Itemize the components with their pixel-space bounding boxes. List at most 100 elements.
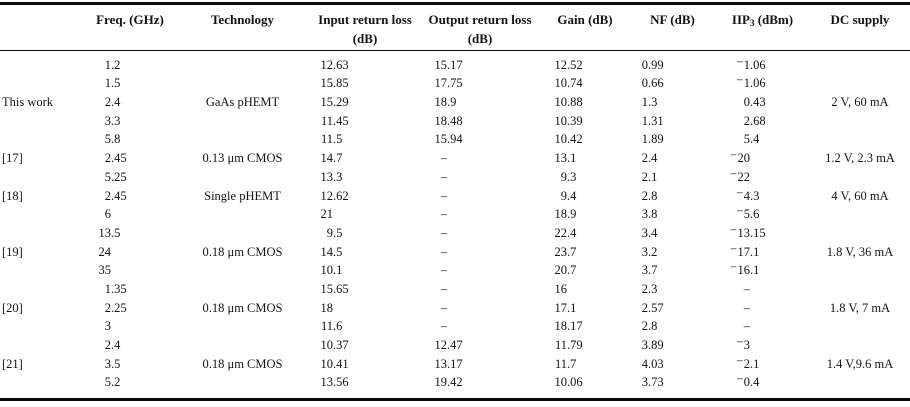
cell-gain: 18.17 [554,319,583,334]
cell-nf: 2.3 [641,281,658,296]
cell-iip3: −16.1 [729,260,760,278]
column-header-dc: DC supply [830,12,890,27]
cell-nf: 2.57 [641,300,664,315]
column-header-iip3: IIP3 (dBm) [731,12,794,28]
cell-orl: – [440,207,447,222]
cell-orl: 18.48 [434,113,463,128]
cell-nf: 2.4 [641,151,658,166]
column-header-tech: Technology [210,12,275,27]
cell-label: This work [2,95,54,110]
cell-gain: 23.7 [554,244,577,259]
minus-sign: − [736,185,744,200]
cell-irl: 13.56 [320,375,349,390]
cell-orl: 13.17 [434,356,463,371]
table-row: 3.3 11.45 18.48 10.39 1.31 2.68 [0,112,910,131]
cell-irl: 14.7 [320,151,343,166]
cell-gain: 10.88 [554,95,583,110]
cell-freq: 24 [98,244,112,259]
column-header-irl: Input return loss (dB) [318,12,412,46]
cell-nf: 4.03 [641,356,664,371]
cell-freq: 2.25 [104,300,127,315]
cell-gain: 10.42 [554,132,583,147]
table-row: 13.5 9.5 – 22.4 3.4 −13.15 [0,222,910,243]
cell-gain: 9.3 [560,169,577,184]
minus-sign: − [729,260,737,275]
table-row: 5.25 13.3 – 9.3 2.1 −22 [0,166,910,187]
cell-tech [175,205,310,224]
cell-orl: 19.42 [434,375,463,390]
table-header-row: Freq. (GHz) Technology Input return loss (… [0,5,910,51]
cell-freq: 5.8 [104,132,121,147]
cell-freq: 3.3 [104,113,121,128]
minus-sign: − [736,73,744,88]
cell-tech [175,56,310,75]
cell-iip3: −20 [729,148,750,166]
table-row: 1.5 15.85 17.75 10.74 0.66 −1.06 [0,73,910,93]
cell-nf: 3.8 [641,207,658,222]
cell-gain: 10.06 [554,375,583,390]
cell-irl: 15.29 [320,95,349,110]
cell-dc [810,280,910,299]
cell-gain: 11.7 [554,356,577,371]
column-header-freq: Freq. (GHz) [96,12,164,27]
cell-gain: 16 [554,281,568,296]
cell-irl: 18 [320,300,334,315]
cell-dc [810,112,910,131]
cell-nf: 0.66 [641,76,664,91]
cell-freq: 1.2 [104,57,121,72]
cell-freq: 5.25 [104,169,127,184]
cell-irl: 11.5 [320,132,343,147]
cell-orl: 12.47 [434,338,463,352]
table-row: 35 10.1 – 20.7 3.7 −16.1 [0,260,910,280]
cell-orl: – [440,300,447,315]
cell-tech [175,261,310,280]
cell-orl: 18.9 [434,95,457,110]
cell-iip3: −5.6 [736,204,760,222]
cell-gain: 12.52 [554,57,583,72]
cell-irl: 11.6 [320,319,343,334]
cell-gain: 13.1 [554,151,577,166]
cell-irl: 14.5 [320,244,343,259]
cell-tech [175,130,310,149]
table-row: 2.4 10.37 12.47 11.79 3.89 −3 [0,335,910,355]
cell-dc [810,261,910,280]
cell-nf: 2.8 [641,319,658,334]
minus-sign: − [736,54,744,69]
cell-orl: 17.75 [434,76,463,91]
cell-nf: 3.73 [641,375,664,390]
cell-dc: 1.2 V, 2.3 mA [825,151,895,166]
minus-sign: − [736,335,744,349]
table-row: 1.35 15.65 – 16 2.3 – [0,280,910,299]
minus-sign: − [729,166,737,181]
cell-freq: 2.4 [104,95,121,110]
cell-irl: 10.37 [320,338,349,352]
cell-gain: 11.79 [554,338,583,352]
cell-dc: 4 V, 60 mA [831,188,889,203]
cell-freq: 35 [98,263,112,278]
column-header-gain: Gain (dB) [557,12,613,27]
cell-tech: 0.18 μm CMOS [202,300,283,315]
cell-dc: 2 V, 60 mA [831,95,889,110]
cell-orl: – [440,244,447,259]
table-row: 3 11.6 – 18.17 2.8 – [0,317,910,336]
cell-nf: 3.89 [641,338,664,352]
cell-tech [175,224,310,243]
cell-iip3: – [743,300,750,315]
minus-sign: − [736,372,744,387]
cell-iip3: – [743,281,750,296]
cell-freq: 6 [104,207,111,222]
minus-sign: − [736,204,744,219]
cell-nf: 3.2 [641,244,658,259]
cell-iip3: 0.43 [743,95,766,110]
cell-nf: 1.3 [641,95,658,110]
minus-sign: − [729,222,737,237]
cell-irl: 11.45 [320,113,349,128]
cell-orl: – [440,225,447,240]
cell-dc: 1.8 V, 7 mA [829,300,891,315]
cell-orl: – [440,169,447,184]
minus-sign: − [729,241,737,256]
cell-nf: 3.7 [641,263,658,278]
cell-label: [17] [2,151,23,166]
cell-label [0,317,85,336]
